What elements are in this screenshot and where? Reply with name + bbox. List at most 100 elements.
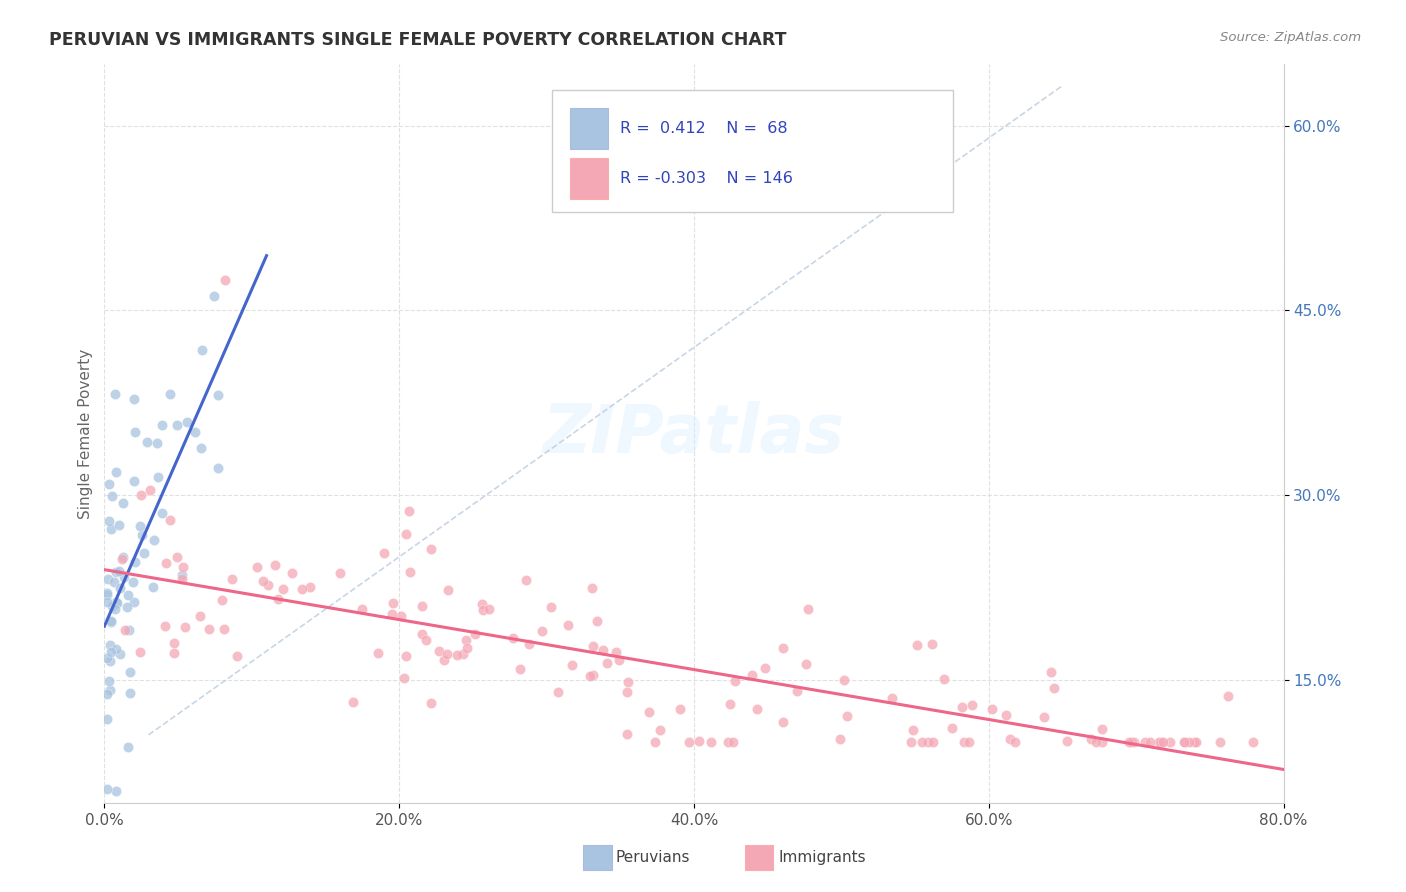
Point [1150, 734, 1173, 748]
Point [1241, 734, 1264, 748]
Point [96, 712, 118, 726]
Point [124, 555, 146, 569]
Point [456, 633, 478, 648]
Point [411, 599, 433, 614]
Point [586, 614, 609, 628]
Point [166, 550, 188, 565]
Point [263, 558, 285, 573]
Point [900, 734, 922, 748]
Point [142, 580, 165, 594]
Point [174, 620, 197, 634]
Point [557, 617, 579, 632]
Point [105, 565, 128, 579]
Point [281, 566, 304, 581]
Point [835, 709, 858, 723]
Point [830, 732, 852, 747]
Point [478, 602, 501, 616]
Point [1139, 734, 1161, 748]
Point [515, 573, 537, 587]
Point [934, 672, 956, 686]
Point [104, 465, 127, 479]
Bar [571, 109, 607, 149]
Point [472, 603, 495, 617]
Point [96, 588, 118, 602]
Point [98, 477, 121, 491]
Point [112, 496, 135, 510]
Point [198, 622, 221, 636]
Point [411, 627, 433, 641]
Point [1040, 665, 1063, 679]
Point [100, 644, 122, 658]
Point [122, 574, 145, 589]
Point [1091, 722, 1114, 736]
Point [596, 656, 619, 670]
Point [329, 566, 352, 581]
Point [105, 596, 128, 610]
Point [1118, 734, 1140, 748]
Point [146, 470, 169, 484]
Point [100, 654, 122, 668]
Point [398, 503, 420, 517]
Point [668, 702, 690, 716]
Point [118, 686, 141, 700]
Point [291, 582, 314, 596]
Point [754, 661, 776, 675]
Point [98, 514, 121, 528]
Point [471, 597, 494, 611]
Point [117, 740, 139, 755]
Point [392, 671, 415, 685]
Point [100, 615, 122, 629]
Point [1133, 734, 1156, 748]
Point [381, 607, 404, 621]
Point [772, 715, 794, 730]
Point [114, 623, 136, 637]
Point [129, 488, 152, 502]
Point [188, 608, 211, 623]
Point [143, 533, 166, 547]
Point [540, 600, 562, 615]
Point [980, 701, 1002, 715]
Point [581, 582, 603, 596]
Point [117, 588, 139, 602]
Point [419, 542, 441, 557]
Point [921, 734, 943, 748]
Point [1033, 710, 1056, 724]
Point [509, 663, 531, 677]
Point [451, 648, 474, 662]
Point [579, 668, 602, 682]
Point [271, 582, 294, 596]
Point [101, 489, 124, 503]
Point [745, 702, 768, 716]
Point [718, 697, 741, 711]
Point [502, 632, 524, 646]
Point [941, 721, 963, 735]
Point [191, 343, 214, 357]
Point [395, 648, 418, 663]
Point [98, 683, 121, 698]
Point [1147, 734, 1170, 748]
Point [108, 647, 131, 661]
Point [184, 425, 207, 439]
Point [605, 645, 627, 659]
Point [111, 549, 134, 564]
Point [128, 645, 150, 659]
Point [96, 687, 118, 701]
Point [221, 572, 243, 586]
Point [159, 387, 181, 401]
Point [994, 707, 1017, 722]
Point [96, 586, 118, 600]
Point [786, 683, 808, 698]
Point [616, 727, 638, 741]
Text: R =  0.412    N =  68: R = 0.412 N = 68 [620, 121, 787, 136]
Point [724, 674, 747, 689]
Point [166, 417, 188, 432]
Point [110, 581, 132, 595]
Point [1182, 734, 1205, 748]
Point [342, 695, 364, 709]
Point [960, 698, 983, 712]
Point [299, 581, 322, 595]
Point [122, 474, 145, 488]
Point [1091, 734, 1114, 748]
Point [917, 734, 939, 748]
Point [211, 593, 233, 607]
